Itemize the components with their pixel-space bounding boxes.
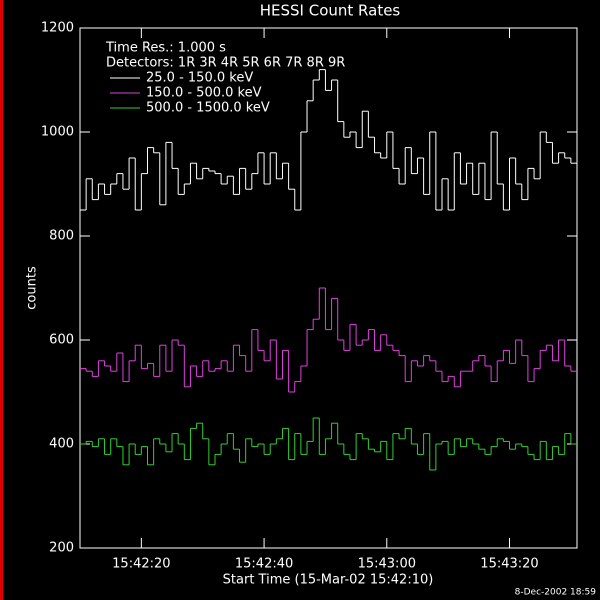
y-tick-label: 600 <box>49 333 74 348</box>
y-tick-label: 1000 <box>41 125 74 140</box>
y-tick-label: 1200 <box>41 21 74 36</box>
annotation: Time Res.: 1.000 s <box>105 41 226 56</box>
y-tick-label: 200 <box>49 541 74 556</box>
legend-label: 150.0 - 500.0 keV <box>146 86 262 101</box>
y-tick-label: 400 <box>49 437 74 452</box>
plot-frame <box>79 27 578 549</box>
x-axis-label: Start Time (15-Mar-02 15:42:10) <box>223 573 434 588</box>
legend-label: 500.0 - 1500.0 keV <box>146 101 270 116</box>
y-axis-label: counts <box>25 266 40 310</box>
x-tick-label: 15:42:20 <box>112 557 170 572</box>
chart-title: HESSI Count Rates <box>260 2 401 20</box>
footer: 8-Dec-2002 18:59 <box>515 588 597 598</box>
x-tick-label: 15:43:20 <box>480 557 538 572</box>
annotation: Detectors: 1R 3R 4R 5R 6R 7R 8R 9R <box>106 56 345 71</box>
y-tick-label: 800 <box>49 229 74 244</box>
legend-label: 25.0 - 150.0 keV <box>146 71 253 86</box>
x-tick-label: 15:43:00 <box>358 557 416 572</box>
x-tick-label: 15:42:40 <box>235 557 293 572</box>
left-border <box>0 0 3 600</box>
